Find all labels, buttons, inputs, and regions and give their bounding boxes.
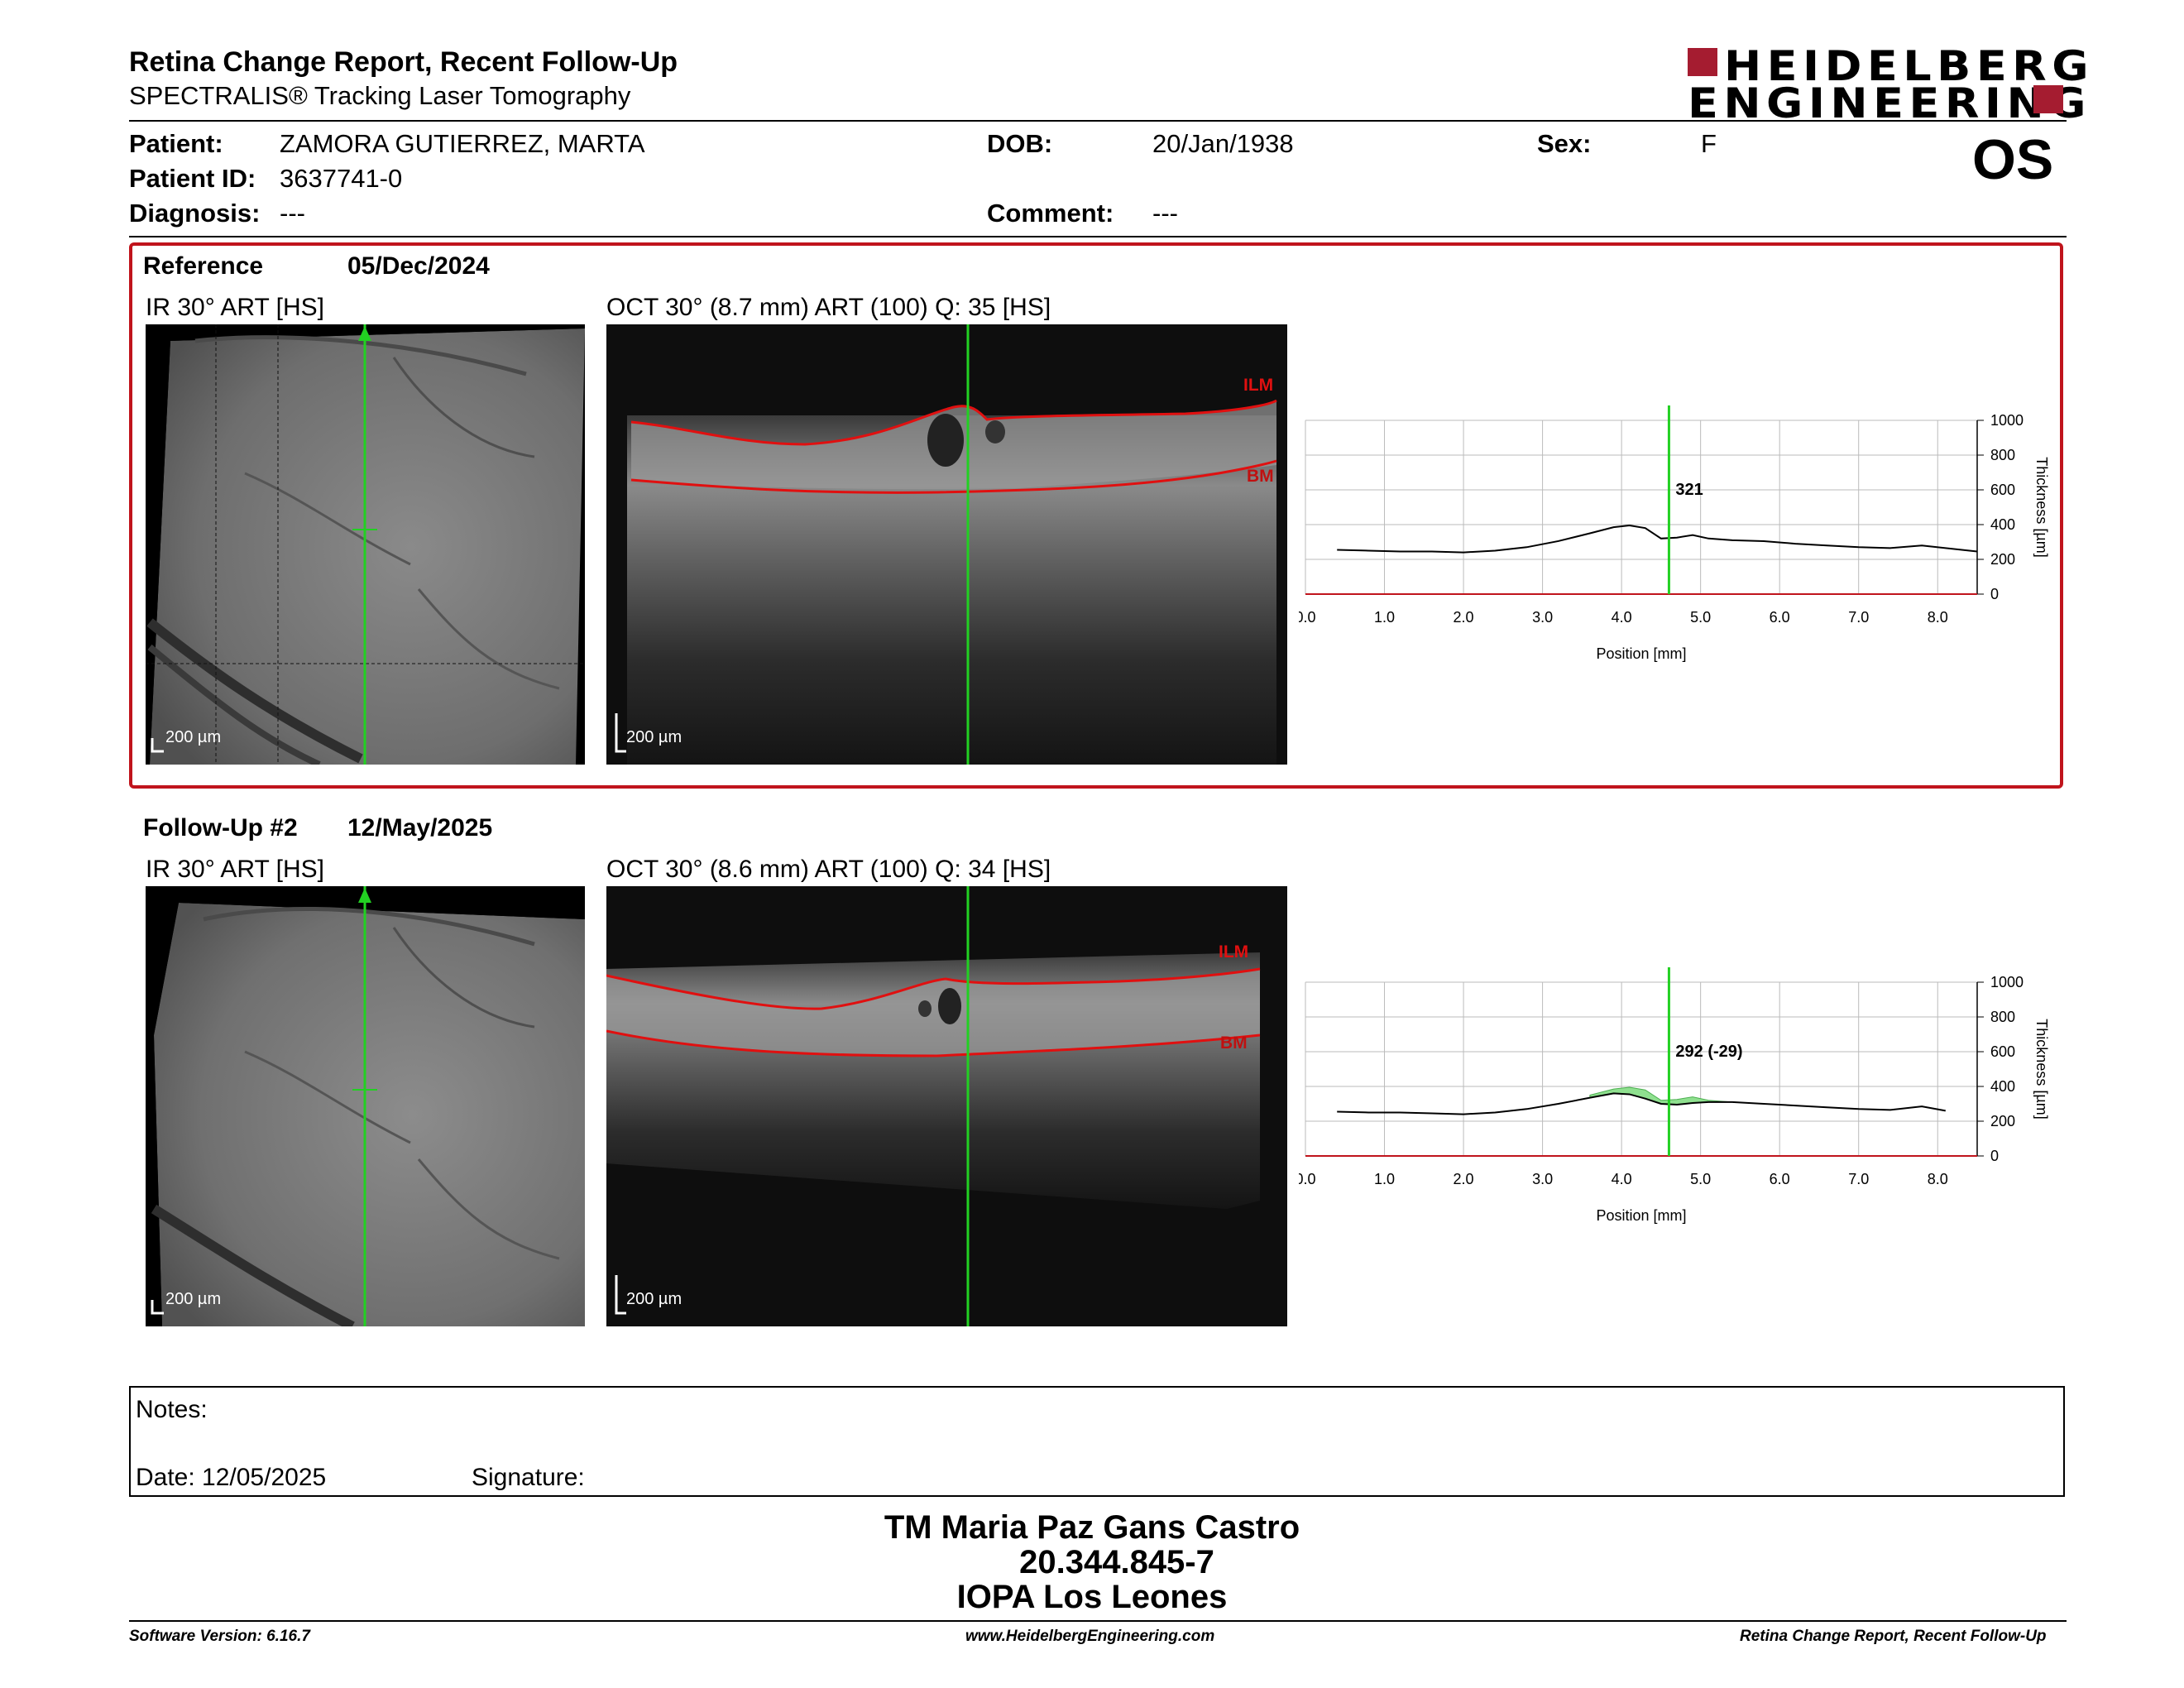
reference-oct-image[interactable]: ILM BM 200 µm (606, 324, 1287, 765)
followup-bm-label: BM (1220, 1033, 1248, 1053)
reference-bm-label: BM (1247, 467, 1274, 486)
notes-label: Notes: (136, 1396, 208, 1423)
comment-value: --- (1152, 199, 1178, 228)
x-tick-label: 3.0 (1532, 1171, 1553, 1187)
thickness-series-line (1337, 1092, 1946, 1115)
x-tick-label: 0.0 (1299, 609, 1316, 626)
footer-report-name: Retina Change Report, Recent Follow-Up (1740, 1628, 2047, 1645)
comment-label: Comment: (987, 199, 1114, 228)
x-tick-label: 7.0 (1848, 1171, 1869, 1187)
website-link[interactable]: www.HeidelbergEngineering.com (965, 1628, 1215, 1645)
thickness-series-line (1337, 525, 1978, 554)
reference-label: Reference (143, 252, 264, 280)
y-tick-label: 800 (1990, 1009, 2015, 1025)
reference-oct-label: OCT 30° (8.7 mm) ART (100) Q: 35 [HS] (606, 294, 1051, 321)
reference-thickness-chart: 0.0 1.0 2.0 3.0 4.0 5.0 6.0 7.0 8.0 0 200 400 600 800… (1299, 405, 2050, 662)
x-tick-label: 6.0 (1770, 1171, 1790, 1187)
reference-oct-scale: 200 µm (626, 728, 682, 746)
y-tick-label: 1000 (1990, 974, 2024, 990)
x-tick-label: 2.0 (1454, 609, 1474, 626)
y-tick-label: 200 (1990, 1113, 2015, 1129)
logo-block-right (2033, 85, 2063, 113)
thickness-value-label: 292 (-29) (1675, 1043, 1742, 1061)
y-tick-label: 200 (1990, 551, 2015, 568)
followup-ir-label: IR 30° ART [HS] (146, 856, 324, 883)
followup-oct-scale: 200 µm (626, 1290, 682, 1308)
sex-label: Sex: (1537, 129, 1592, 158)
patient-id-label: Patient ID: (129, 164, 256, 193)
followup-ilm-label: ILM (1219, 942, 1249, 961)
followup-date: 12/May/2025 (347, 814, 493, 842)
followup-oct-label: OCT 30° (8.6 mm) ART (100) Q: 34 [HS] (606, 856, 1051, 883)
scan-direction-arrow-icon (358, 888, 371, 903)
eye-indicator: OS (1972, 128, 2054, 191)
patient-id: 3637741-0 (280, 164, 403, 193)
diagnosis-value: --- (280, 199, 305, 228)
patient-name: ZAMORA GUTIERREZ, MARTA (280, 129, 645, 158)
y-tick-label: 400 (1990, 516, 2015, 533)
reference-ir-image[interactable]: 200 µm (146, 324, 585, 765)
footer-divider (129, 1620, 2067, 1622)
notes-box[interactable]: Notes: Date: 12/05/2025 Signature: (129, 1386, 2065, 1497)
x-tick-label: 7.0 (1848, 609, 1869, 626)
x-axis-label: Position [mm] (1596, 645, 1686, 662)
notes-date: Date: 12/05/2025 (136, 1464, 327, 1491)
x-tick-label: 4.0 (1612, 609, 1632, 626)
followup-thickness-chart: 0.0 1.0 2.0 3.0 4.0 5.0 6.0 7.0 8.0 0 200 400 600 800… (1299, 967, 2050, 1224)
reference-ir-label: IR 30° ART [HS] (146, 294, 324, 321)
x-tick-label: 6.0 (1770, 609, 1790, 626)
software-version: Software Version: 6.16.7 (129, 1628, 310, 1645)
signature-label: Signature: (472, 1464, 585, 1491)
followup-ir-image[interactable]: 200 µm (146, 886, 585, 1326)
patient-divider (129, 236, 2067, 237)
reference-frame (129, 242, 2063, 789)
scan-direction-arrow-icon (358, 326, 371, 341)
signer-name: TM Maria Paz Gans Castro (884, 1509, 1300, 1546)
x-tick-label: 2.0 (1454, 1171, 1474, 1187)
y-tick-label: 800 (1990, 447, 2015, 463)
y-tick-label: 1000 (1990, 412, 2024, 429)
y-tick-label: 0 (1990, 1148, 1999, 1164)
followup-label: Follow-Up #2 (143, 814, 298, 842)
report-title: Retina Change Report, Recent Follow-Up (129, 46, 678, 78)
thickness-value-label: 321 (1675, 481, 1703, 499)
x-tick-label: 5.0 (1690, 609, 1711, 626)
y-axis-label: Thickness [µm] (2033, 457, 2050, 557)
y-tick-label: 600 (1990, 482, 2015, 498)
logo-block-left (1688, 48, 1717, 76)
header-divider (129, 120, 2067, 122)
reference-ir-scale: 200 µm (165, 728, 222, 746)
x-axis-label: Position [mm] (1596, 1207, 1686, 1224)
x-tick-label: 1.0 (1374, 1171, 1395, 1187)
followup-oct-image[interactable]: ILM BM 200 µm (606, 886, 1287, 1326)
sex-value: F (1701, 129, 1717, 158)
reference-date: 05/Dec/2024 (347, 252, 490, 280)
x-tick-label: 1.0 (1374, 609, 1395, 626)
x-tick-label: 5.0 (1690, 1171, 1711, 1187)
y-tick-label: 0 (1990, 586, 1999, 602)
x-tick-label: 3.0 (1532, 609, 1553, 626)
reference-ilm-label: ILM (1243, 376, 1274, 395)
x-tick-label: 8.0 (1928, 609, 1948, 626)
signer-id: 20.344.845-7 (1019, 1544, 1214, 1580)
x-tick-label: 0.0 (1299, 1171, 1316, 1187)
diagnosis-label: Diagnosis: (129, 199, 261, 228)
followup-ir-scale: 200 µm (165, 1290, 222, 1308)
logo-line1: HEIDELBERG (1724, 42, 2095, 90)
y-tick-label: 600 (1990, 1043, 2015, 1060)
y-axis-label: Thickness [µm] (2033, 1019, 2050, 1119)
logo-line2: ENGINEERING (1688, 79, 2091, 127)
x-tick-label: 8.0 (1928, 1171, 1948, 1187)
y-tick-label: 400 (1990, 1078, 2015, 1095)
report-subtitle: SPECTRALIS® Tracking Laser Tomography (129, 81, 631, 110)
x-tick-label: 4.0 (1612, 1171, 1632, 1187)
dob-label: DOB: (987, 129, 1053, 158)
dob-value: 20/Jan/1938 (1152, 129, 1294, 158)
patient-label: Patient: (129, 129, 223, 158)
signer-org: IOPA Los Leones (956, 1579, 1228, 1615)
